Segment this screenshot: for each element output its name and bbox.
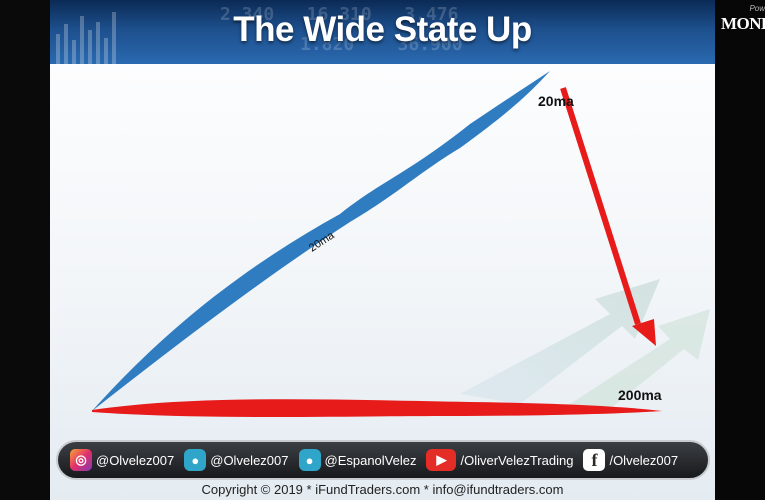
youtube-icon: ▶ xyxy=(426,449,457,471)
background-arrow-shape xyxy=(570,309,710,409)
social-label: @Olvelez007 xyxy=(210,452,289,468)
instagram-icon: ◎ xyxy=(70,449,92,471)
facebook-icon: f xyxy=(583,449,606,471)
social-label: @Olvelez007 xyxy=(96,452,175,468)
social-label: @EspanolVelez xyxy=(324,452,417,468)
ma20-top-label: 20ma xyxy=(538,93,574,109)
background-arrow-shape xyxy=(460,279,660,404)
ma-diagram xyxy=(92,71,710,417)
slide: 2.340 16.310 3.476 1.820 36.900 The Wide… xyxy=(50,0,715,500)
slide-header: 2.340 16.310 3.476 1.820 36.900 The Wide… xyxy=(50,0,715,64)
powered-text: Pow xyxy=(749,4,765,13)
ma20-line xyxy=(92,71,550,411)
ticker-decoration: 2.340 16.310 3.476 xyxy=(220,4,459,25)
chart-bars-decoration xyxy=(56,12,116,64)
social-item-youtube[interactable]: ▶ /OliverVelezTrading xyxy=(426,449,573,471)
side-panel: Pow MONE xyxy=(715,0,765,500)
social-label: /OliverVelezTrading xyxy=(460,452,574,468)
ma200-line xyxy=(92,399,662,417)
money-logo: MONE xyxy=(721,14,765,33)
social-item-instagram[interactable]: ◎ @Olvelez007 xyxy=(70,449,174,471)
slide-title: The Wide State Up xyxy=(233,10,532,49)
ticker-decoration: 1.820 36.900 xyxy=(300,34,463,55)
ma200-label: 200ma xyxy=(618,387,662,403)
social-footer: ◎ @Olvelez007 ● @Olvelez007 ● @EspanolVe… xyxy=(56,440,710,480)
social-item-facebook[interactable]: f /Olvelez007 xyxy=(583,449,678,471)
social-item-periscope-espanol[interactable]: ● @EspanolVelez xyxy=(298,449,417,471)
pullback-arrow xyxy=(560,87,656,346)
periscope-icon: ● xyxy=(184,449,207,471)
periscope-icon: ● xyxy=(298,449,321,471)
social-label: /Olvelez007 xyxy=(609,452,679,468)
copyright-line: Copyright © 2019 * iFundTraders.com * in… xyxy=(201,482,564,497)
social-item-periscope[interactable]: ● @Olvelez007 xyxy=(184,449,289,471)
